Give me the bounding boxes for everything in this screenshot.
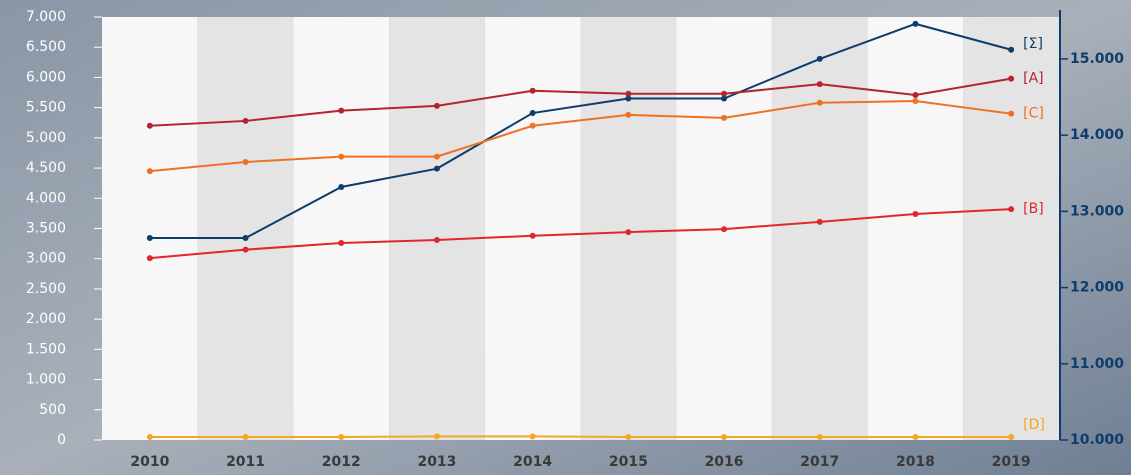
x-tick-label: 2015 [609,454,648,470]
y2-tick-label: 12.000 [1070,280,1124,296]
data-point [147,434,153,440]
y-tick-label: 0 [57,432,66,448]
data-point [338,154,344,160]
data-point [817,81,823,87]
y2-tick-label: 10.000 [1070,432,1124,448]
data-point [1008,434,1014,440]
data-point [530,110,536,116]
column-band [581,17,677,440]
x-tick-label: 2019 [992,454,1031,470]
data-point [147,123,153,129]
series-line [150,436,1011,437]
x-tick-label: 2018 [896,454,935,470]
data-point [625,229,631,235]
column-band [485,17,581,440]
y-tick-label: 5.500 [26,100,66,116]
data-point [721,115,727,121]
series-label: [C] [1023,106,1044,122]
data-point [530,233,536,239]
data-point [338,240,344,246]
chart: 0 500 1.000 1.500 2.000 2.500 3.000 3.500 4.000 4… [0,0,1131,475]
data-point [338,108,344,114]
data-point [912,211,918,217]
data-point [147,235,153,241]
x-tick-label: 2017 [800,454,839,470]
series-label: [D] [1023,417,1045,433]
x-tick-label: 2014 [513,454,552,470]
series-label: [A] [1023,71,1044,87]
data-point [243,247,249,253]
y-tick-label: 3.000 [26,251,66,267]
data-point [912,434,918,440]
data-point [721,226,727,232]
data-point [434,166,440,172]
data-point [1008,47,1014,53]
x-tick-label: 2012 [322,454,361,470]
y-tick-label: 2.000 [26,311,66,327]
data-point [434,154,440,160]
data-point [434,103,440,109]
y-tick-label: 4.000 [26,190,66,206]
x-tick-label: 2010 [130,454,169,470]
data-point [912,21,918,27]
data-point [530,123,536,129]
data-point [434,237,440,243]
column-band [293,17,389,440]
data-point [912,92,918,98]
data-point [1008,111,1014,117]
column-band [772,17,868,440]
x-tick-label: 2016 [705,454,744,470]
data-point [338,184,344,190]
data-point [243,434,249,440]
data-point [434,433,440,439]
column-band [102,17,198,440]
column-band [198,17,294,440]
data-point [625,91,631,97]
data-point [817,56,823,62]
y-tick-label: 7.000 [26,9,66,25]
y2-tick-label: 14.000 [1070,127,1124,143]
y-tick-label: 2.500 [26,281,66,297]
data-point [530,88,536,94]
data-point [1008,76,1014,82]
data-point [912,98,918,104]
x-tick-label: 2013 [417,454,456,470]
y-tick-label: 1.500 [26,341,66,357]
data-point [338,434,344,440]
column-band [868,17,964,440]
y2-tick-label: 15.000 [1070,51,1124,67]
data-point [147,168,153,174]
data-point [721,91,727,97]
x-tick-label: 2011 [226,454,265,470]
data-point [243,118,249,124]
data-point [625,434,631,440]
y-tick-label: 3.500 [26,221,66,237]
data-point [243,159,249,165]
series-label: [Σ] [1023,36,1043,52]
y-tick-label: 4.500 [26,160,66,176]
y-tick-label: 1.000 [26,372,66,388]
y2-tick-label: 11.000 [1070,356,1124,372]
y-tick-label: 6.000 [26,69,66,85]
data-point [625,112,631,118]
data-point [817,219,823,225]
data-point [721,434,727,440]
data-point [1008,206,1014,212]
data-point [530,433,536,439]
series-label: [B] [1023,201,1044,217]
y-tick-label: 5.000 [26,130,66,146]
data-point [243,235,249,241]
data-point [147,255,153,261]
y-tick-label: 6.500 [26,39,66,55]
data-point [817,434,823,440]
column-band [389,17,485,440]
data-point [817,100,823,106]
y2-tick-label: 13.000 [1070,203,1124,219]
y-tick-label: 500 [39,402,66,418]
